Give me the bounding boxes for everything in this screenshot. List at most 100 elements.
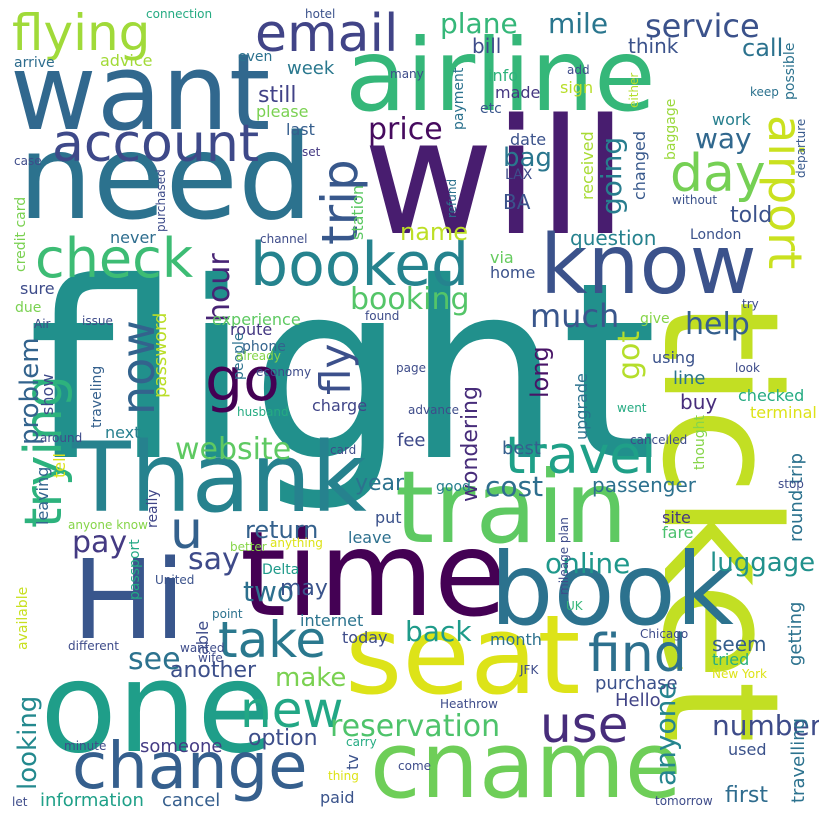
word-departure: departure (794, 118, 808, 178)
word-year: year (355, 471, 405, 496)
word-credit-card: credit card (13, 196, 29, 272)
word-info: info (488, 66, 519, 85)
word-date: date (510, 130, 547, 149)
word-better: better (230, 540, 267, 554)
word-phone: phone (242, 339, 286, 355)
word-uk: UK (566, 599, 583, 613)
word-lax: LAX (505, 167, 533, 183)
word-got: got (612, 330, 647, 380)
word-seat: seat (345, 591, 581, 719)
word-someone: someone (140, 736, 223, 757)
word-today: today (342, 628, 388, 647)
word-price: price (368, 112, 443, 147)
word-arrive: arrive (14, 55, 55, 71)
word-checked: checked (738, 386, 805, 405)
word-use: use (540, 696, 629, 754)
word-airline: airline (345, 17, 656, 134)
word-found: found (365, 309, 400, 323)
word-available: available (15, 586, 31, 650)
word-reservation: reservation (330, 709, 501, 744)
word-hello: Hello (615, 690, 661, 711)
word-passenger: passenger (592, 473, 696, 497)
word-pay: pay (72, 525, 128, 560)
word-possible: possible (782, 42, 798, 100)
word-purchase: purchase (595, 673, 678, 694)
word-sign: sign (560, 78, 594, 97)
word-luggage: luggage (710, 548, 816, 578)
word-best: best (502, 438, 541, 459)
word-look: look (735, 361, 760, 375)
word-card: card (330, 443, 357, 457)
word-question: question (570, 226, 657, 250)
word-u: u (170, 501, 203, 561)
word-heathrow: Heathrow (440, 697, 498, 711)
word-month: month (490, 630, 542, 649)
word-travel: travel (505, 426, 656, 486)
word-charge: charge (312, 396, 368, 415)
word-say: say (188, 542, 240, 577)
word-account: account (52, 114, 260, 174)
word-password: password (150, 312, 171, 398)
word-many: many (390, 67, 424, 81)
word-around: around (40, 431, 83, 445)
word-tell: tell (50, 452, 69, 478)
word-using: using (652, 348, 696, 367)
word-either: either (627, 72, 641, 108)
word-let: let (12, 795, 28, 809)
word-experience: experience (212, 310, 301, 329)
word-mileage-plan: mileage plan (557, 517, 571, 595)
word-day: day (670, 144, 766, 204)
word-may: may (280, 576, 328, 601)
word-name: name (400, 218, 469, 246)
word-upgrade: upgrade (572, 373, 591, 440)
word-thing: thing (328, 769, 359, 783)
word-ba: BA (503, 190, 531, 214)
word-fly: fly (311, 343, 360, 395)
word-site: site (662, 508, 691, 527)
word-give: give (640, 311, 670, 327)
word-one: one (40, 634, 275, 781)
word-line: line (673, 368, 706, 389)
word-back: back (405, 615, 472, 648)
word-told: told (730, 203, 773, 228)
word-time: time (240, 505, 507, 643)
word-go: go (205, 345, 280, 415)
word-jfk: JFK (520, 663, 539, 677)
word-received: received (578, 131, 597, 200)
word-flying: flying (12, 4, 151, 62)
word-take: take (218, 611, 327, 669)
word-put: put (375, 508, 402, 527)
word-channel: channel (260, 232, 308, 246)
word-cancelled: cancelled (630, 433, 688, 447)
word-going: going (595, 136, 628, 215)
word-leave: leave (348, 528, 392, 547)
word-will: will (363, 84, 628, 271)
word-good: good (436, 479, 471, 495)
word-cname: cname (370, 712, 682, 819)
word-internet: internet (300, 611, 364, 630)
word-first: first (725, 783, 768, 808)
word-way: way (695, 122, 752, 155)
word-hotel: hotel (305, 7, 336, 21)
word-went: went (617, 401, 647, 415)
word-economy: economy (256, 365, 312, 379)
word-thought: thought (692, 414, 708, 470)
word-website: website (175, 432, 292, 467)
word-seem: seem (712, 632, 767, 656)
word-even: even (238, 49, 273, 65)
word-made: made (495, 83, 541, 102)
word-husband: husband (237, 405, 289, 419)
word-already: already (236, 349, 281, 363)
word-check: check (35, 227, 194, 290)
word-two: two (243, 575, 295, 608)
word-looking: looking (13, 695, 43, 790)
word-work: work (712, 110, 751, 129)
word-bag: bag (503, 143, 552, 173)
word-leaving: leaving (33, 466, 52, 525)
word-tried: tried (712, 650, 750, 669)
word-connection: connection (146, 7, 213, 21)
word-stop: stop (778, 477, 804, 491)
word-new-york: New York (712, 667, 767, 681)
word-anyone-know: anyone know (68, 518, 148, 532)
